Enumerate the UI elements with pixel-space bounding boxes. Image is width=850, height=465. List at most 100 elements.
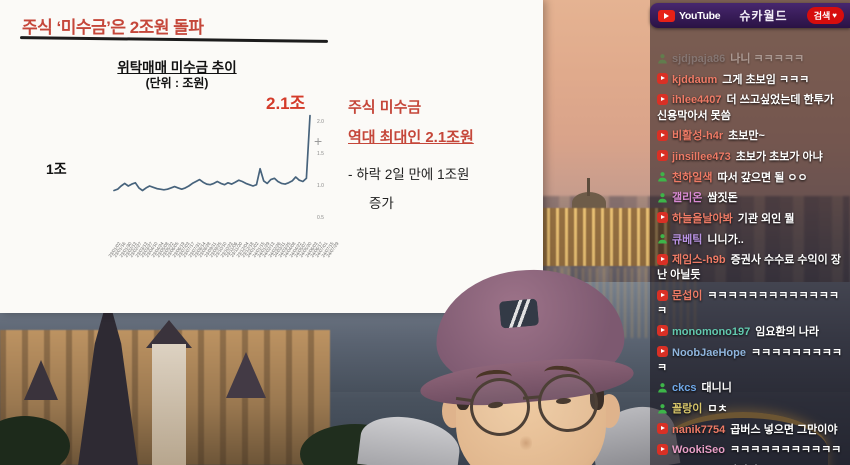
headline-underline <box>19 36 329 43</box>
youtube-badge-icon <box>657 325 668 337</box>
chat-background-tint <box>650 0 850 465</box>
chat-message: WookiSeo ㅋㅋㅋㅋㅋㅋㅋㅋㅋㅋㅋ <box>657 443 844 458</box>
chat-message: monomono197 임요환의 나라 <box>657 325 844 340</box>
streamer-nose <box>520 434 532 452</box>
chat-username: jinsillee473 <box>672 150 731 163</box>
youtube-badge-icon <box>657 346 668 358</box>
chat-message: 천하일색 따서 갚으면 될 ㅇㅇ <box>657 171 844 186</box>
chat-text: 증권사 수수료 수익이 장난 아닐듯 <box>657 254 841 282</box>
parliament-spire <box>587 178 590 196</box>
y-tick-label: 1.5 <box>317 151 324 157</box>
chat-text: 대니니 <box>701 382 732 395</box>
chart-unit-label: (단위 : 조원) <box>145 76 209 90</box>
channel-name: 슈카월드 <box>739 9 788 23</box>
chat-message: nanik7754 곱버스 넣으면 그만이야 <box>657 423 844 438</box>
chat-message: jinsillee473 초보가 초보가 아냐 <box>657 150 844 165</box>
chat-username: 꼴랑이 <box>672 403 703 416</box>
slide-headline: 주식 ‘미수금’은 2조원 돌파 <box>22 18 204 37</box>
note-line-4: 증가 <box>369 196 394 211</box>
parliament-building <box>520 208 670 266</box>
youtube-logo-icon <box>658 9 675 22</box>
chat-username: monomono197 <box>672 325 751 338</box>
chat-message: 제임스-h9b 증권사 수수료 수익이 장난 아닐듯 <box>657 253 844 283</box>
chat-text: ㅋㅋㅋㅋㅋㅋㅋㅋㅋㅋㅋ <box>729 444 842 457</box>
member-badge-icon <box>657 53 668 64</box>
member-badge-icon <box>657 233 668 244</box>
presentation-slide: 주식 ‘미수금’은 2조원 돌파 위탁매매 미수금 추이 (단위 : 조원) 1… <box>0 0 543 313</box>
youtube-badge-icon <box>657 443 668 455</box>
youtube-badge-icon <box>657 73 668 85</box>
chart-annotation-1jo: 1조 <box>46 161 67 177</box>
youtube-badge-icon <box>657 93 668 105</box>
chat-username: 하늘을날아봐 <box>672 212 733 225</box>
member-badge-icon <box>657 192 668 203</box>
chat-text: 니니가.. <box>707 233 744 246</box>
chat-text: ㅋㅋㅋㅋㅋㅋㅋㅋㅋㅋ <box>657 346 843 374</box>
chat-message: 하늘을날아봐 기관 외인 뭘 <box>657 212 844 227</box>
chat-message: 갤리온 쌈짓돈 <box>657 191 844 206</box>
line-series <box>113 114 311 192</box>
member-badge-icon <box>657 382 668 393</box>
streamer-webcam <box>357 266 681 465</box>
chat-text: 더 쓰고싶었는데 한투가 신용막아서 못씀 <box>657 94 834 122</box>
search-badge-button[interactable]: 검색 ♥ <box>806 7 844 24</box>
member-badge-icon <box>657 171 668 182</box>
chat-message-list[interactable]: sjdjpaja86 나니 ㅋㅋㅋㅋㅋ kjddaum 그게 초보임 ㅋㅋㅋ ihlee… <box>650 28 850 465</box>
x-axis-ticks: 23/01/02 23/01/16 23/01/30 23/02/13 23/02/27… <box>100 233 339 283</box>
chat-username: 비활성-h4r <box>672 130 724 143</box>
glasses-lens <box>470 378 530 436</box>
chat-text: 나니 ㅋㅋㅋㅋㅋ <box>730 53 805 65</box>
y-tick-label: 1.0 <box>317 183 324 189</box>
note-line-3: - 하락 2일 만에 1조원 <box>348 167 470 182</box>
cap-logo-patch <box>498 298 540 329</box>
chat-username: 갤리온 <box>672 192 703 205</box>
heart-icon: ♥ <box>832 11 837 20</box>
chat-text: 쌈짓돈 <box>707 192 738 205</box>
chat-text: 초보만~ <box>728 130 765 143</box>
chat-message: ihlee4407 더 쓰고싶었는데 한투가 신용막아서 못씀 <box>657 93 844 123</box>
chat-username: 천하일색 <box>672 171 713 184</box>
search-badge-label: 검색 <box>813 11 831 21</box>
chat-message: 문섭이 ㅋㅋㅋㅋㅋㅋㅋㅋㅋㅋㅋㅋㅋㅋ <box>657 289 844 319</box>
chat-username: 문섭이 <box>672 290 703 303</box>
chat-username: ckcs <box>672 382 697 395</box>
margin-debt-line-chart <box>113 114 311 192</box>
note-line-2: 역대 최대인 2.1조원 <box>348 129 474 146</box>
chat-text: ㅋㅋㅋㅋㅋㅋㅋㅋㅋㅋㅋㅋㅋㅋ <box>657 290 839 318</box>
note-line-1: 주식 미수금 <box>348 99 422 116</box>
chart-title: 위탁매매 미수금 추이 <box>117 60 237 75</box>
chat-message: 비활성-h4r 초보만~ <box>657 129 844 144</box>
chat-username: 큐베틱 <box>672 233 703 246</box>
chat-username: 제임스-h9b <box>672 254 726 267</box>
chat-text: 기관 외인 뭘 <box>737 212 795 225</box>
chart-annotation-peak: 2.1조 <box>266 94 306 113</box>
youtube-badge-icon <box>657 423 668 435</box>
youtube-badge-icon <box>657 253 668 265</box>
chat-username: kjddaum <box>672 73 718 86</box>
youtube-badge-icon <box>657 150 668 162</box>
chat-message: NoobJaeHope ㅋㅋㅋㅋㅋㅋㅋㅋㅋㅋ <box>657 346 844 376</box>
youtube-wordmark: YouTube <box>679 9 721 22</box>
youtube-badge-icon <box>657 129 668 141</box>
member-badge-icon <box>657 403 668 414</box>
chat-username: ihlee4407 <box>672 94 722 107</box>
slide-notes: 주식 미수금 역대 최대인 2.1조원 - 하락 2일 만에 1조원 증가 <box>348 96 538 212</box>
youtube-badge-icon <box>657 289 668 301</box>
chat-text: 초보가 초보가 아냐 <box>735 150 823 163</box>
chat-username: nanik7754 <box>672 423 726 436</box>
chat-text: 임요환의 나라 <box>755 325 820 338</box>
chat-message: kjddaum 그게 초보임 ㅋㅋㅋ <box>657 73 844 88</box>
chat-text: ㅁㅊ <box>707 403 728 416</box>
chat-username: WookiSeo <box>672 444 725 457</box>
youtube-badge-icon <box>657 212 668 224</box>
white-tower <box>152 344 186 465</box>
chat-text: 그게 초보임 ㅋㅋㅋ <box>722 73 810 86</box>
chat-message: 큐베틱 니니가.. <box>657 233 844 248</box>
chat-message: ckcs 대니니 <box>657 381 844 396</box>
move-cursor-icon: + <box>314 133 323 149</box>
chat-username: NoobJaeHope <box>672 346 746 359</box>
live-chat-panel: YouTube 슈카월드 검색 ♥ sjdjpaja86 나니 ㅋㅋㅋㅋㅋ kjdd… <box>650 0 850 465</box>
chat-text: 곱버스 넣으면 그만이야 <box>730 423 838 436</box>
chat-username: sjdjpaja86 <box>672 53 726 65</box>
